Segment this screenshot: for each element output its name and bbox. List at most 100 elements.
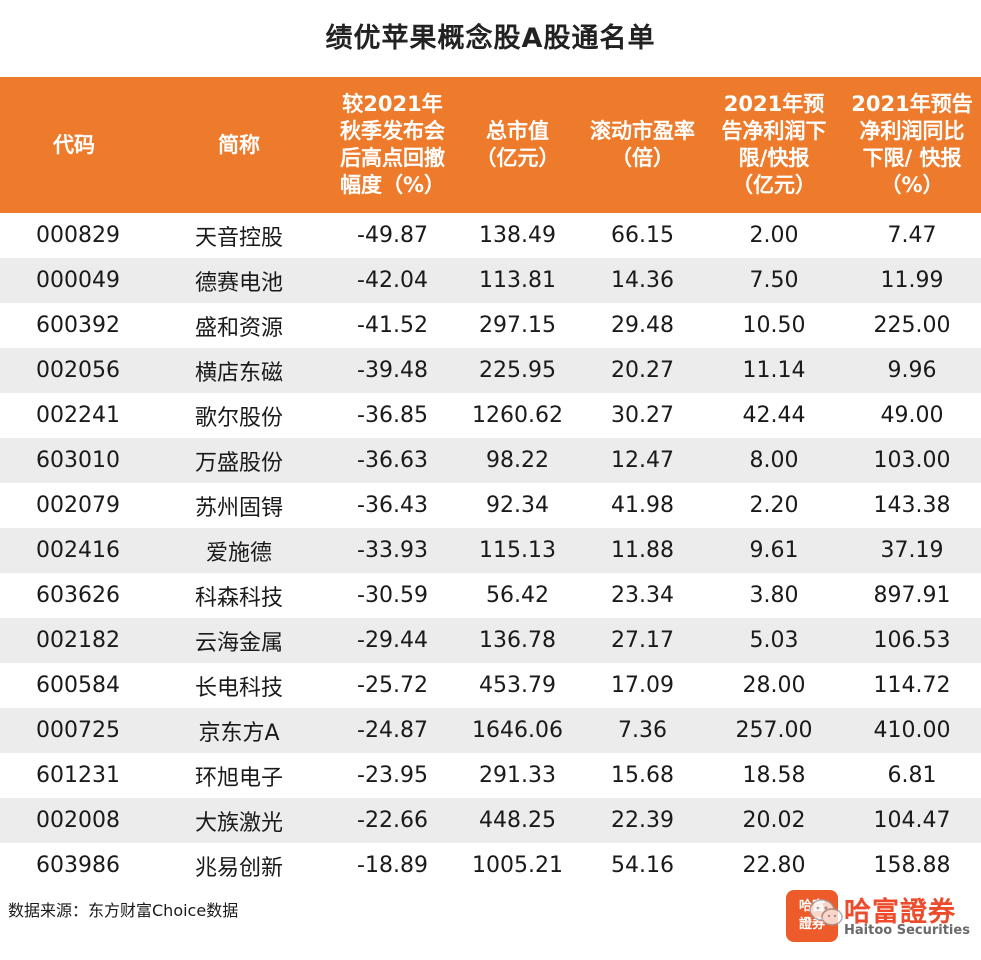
cell-short-name: 兆易创新 bbox=[194, 855, 283, 881]
logo-english-name: Haitoo Securities bbox=[844, 923, 970, 938]
cell-drawdown: -49.87 bbox=[357, 223, 428, 248]
cell-profit-yoy: 104.47 bbox=[843, 798, 981, 843]
cell-short-name: 苏州固锝 bbox=[194, 495, 283, 521]
cell-net-profit: 3.80 bbox=[749, 583, 799, 608]
cell-short-name: 万盛股份 bbox=[148, 438, 330, 483]
header-profit-yoy: 2021年预告 净利润同比 下限/ 快报 （%） bbox=[843, 77, 981, 213]
cell-drawdown: -30.59 bbox=[357, 583, 428, 608]
cell-drawdown: -33.93 bbox=[330, 528, 455, 573]
cell-pe-ttm: 66.15 bbox=[611, 223, 674, 248]
cell-pe-ttm: 29.48 bbox=[611, 313, 674, 338]
cell-code: 000829 bbox=[36, 223, 120, 248]
cell-drawdown: -18.89 bbox=[357, 853, 428, 878]
cell-drawdown: -22.66 bbox=[330, 798, 455, 843]
cell-code: 002008 bbox=[0, 798, 148, 843]
table-row: 603010 万盛股份 -36.63 98.22 12.47 8.00 103.00 bbox=[0, 438, 981, 483]
table-row: 603626 科森科技 -30.59 56.42 23.34 3.80 897.91 bbox=[0, 573, 981, 618]
cell-pe-ttm: 14.36 bbox=[580, 258, 705, 303]
cell-short-name: 京东方A bbox=[148, 708, 330, 753]
cell-pe-ttm: 22.39 bbox=[580, 798, 705, 843]
header-market-cap: 总市值 （亿元） bbox=[455, 77, 580, 213]
cell-market-cap: 448.25 bbox=[455, 798, 580, 843]
cell-net-profit: 7.50 bbox=[705, 258, 843, 303]
cell-market-cap: 115.13 bbox=[455, 528, 580, 573]
table-row: 002241 歌尔股份 -36.85 1260.62 30.27 42.44 49.00 bbox=[0, 393, 981, 438]
cell-pe-ttm: 27.17 bbox=[580, 618, 705, 663]
cell-drawdown: -25.72 bbox=[357, 673, 428, 698]
cell-code: 603010 bbox=[0, 438, 148, 483]
cell-profit-yoy: 7.47 bbox=[887, 223, 937, 248]
table-row: 002416 爱施德 -33.93 115.13 11.88 9.61 37.19 bbox=[0, 528, 981, 573]
cell-market-cap: 98.22 bbox=[455, 438, 580, 483]
table-row: 002008 大族激光 -22.66 448.25 22.39 20.02 104.47 bbox=[0, 798, 981, 843]
cell-profit-yoy: 143.38 bbox=[873, 493, 951, 518]
cell-code: 000049 bbox=[0, 258, 148, 303]
cell-profit-yoy: 6.81 bbox=[887, 763, 937, 788]
cell-drawdown: -24.87 bbox=[330, 708, 455, 753]
table-header: 代码 简称 较2021年 秋季发布会 后高点回撤 幅度（%） 总市值 （亿元） … bbox=[0, 77, 981, 213]
cell-short-name: 大族激光 bbox=[148, 798, 330, 843]
header-net-profit: 2021年预 告净利润下 限/快报 （亿元） bbox=[705, 77, 843, 213]
cell-profit-yoy: 103.00 bbox=[843, 438, 981, 483]
header-name: 简称 bbox=[148, 77, 330, 213]
cell-short-name: 德赛电池 bbox=[148, 258, 330, 303]
cell-code: 002416 bbox=[0, 528, 148, 573]
cell-drawdown: -39.48 bbox=[330, 348, 455, 393]
cell-pe-ttm: 15.68 bbox=[611, 763, 674, 788]
cell-short-name: 环旭电子 bbox=[194, 765, 283, 791]
cell-market-cap: 56.42 bbox=[486, 583, 549, 608]
cell-short-name: 歌尔股份 bbox=[194, 405, 283, 431]
logo-name: 哈富證券 bbox=[844, 897, 956, 928]
cell-profit-yoy: 37.19 bbox=[843, 528, 981, 573]
cell-market-cap: 1260.62 bbox=[472, 403, 563, 428]
cell-profit-yoy: 9.96 bbox=[843, 348, 981, 393]
cell-net-profit: 257.00 bbox=[705, 708, 843, 753]
cell-drawdown: -42.04 bbox=[330, 258, 455, 303]
cell-net-profit: 5.03 bbox=[705, 618, 843, 663]
logo-badge-line2: 證券 bbox=[798, 917, 825, 932]
cell-drawdown: -36.85 bbox=[357, 403, 428, 428]
cell-drawdown: -29.44 bbox=[330, 618, 455, 663]
table-row: 000049 德赛电池 -42.04 113.81 14.36 7.50 11.99 bbox=[0, 258, 981, 303]
cell-short-name: 长电科技 bbox=[194, 675, 283, 701]
cell-pe-ttm: 7.36 bbox=[580, 708, 705, 753]
table-row: 603986 兆易创新 -18.89 1005.21 54.16 22.80 158.88 bbox=[0, 843, 981, 888]
cell-pe-ttm: 54.16 bbox=[611, 853, 674, 878]
cell-profit-yoy: 225.00 bbox=[873, 313, 951, 338]
cell-market-cap: 1646.06 bbox=[455, 708, 580, 753]
table-row: 002056 横店东磁 -39.48 225.95 20.27 11.14 9.96 bbox=[0, 348, 981, 393]
data-source-note: 数据来源：东方财富Choice数据 bbox=[8, 901, 239, 920]
table-row: 000725 京东方A -24.87 1646.06 7.36 257.00 410.00 bbox=[0, 708, 981, 753]
cell-code: 600584 bbox=[36, 673, 120, 698]
cell-net-profit: 18.58 bbox=[742, 763, 806, 788]
stock-table: 代码 简称 较2021年 秋季发布会 后高点回撤 幅度（%） 总市值 （亿元） … bbox=[0, 77, 981, 888]
table-row: 601231 环旭电子 -23.95 291.33 15.68 18.58 6.81 bbox=[0, 753, 981, 798]
cell-market-cap: 138.49 bbox=[479, 223, 556, 248]
header-pe-ttm: 滚动市盈率 （倍） bbox=[580, 77, 705, 213]
cell-profit-yoy: 49.00 bbox=[880, 403, 944, 428]
cell-profit-yoy: 897.91 bbox=[873, 583, 951, 608]
cell-profit-yoy: 410.00 bbox=[843, 708, 981, 753]
cell-code: 603986 bbox=[36, 853, 120, 878]
cell-code: 002182 bbox=[0, 618, 148, 663]
cell-drawdown: -41.52 bbox=[357, 313, 428, 338]
header-drawdown: 较2021年 秋季发布会 后高点回撤 幅度（%） bbox=[330, 77, 455, 213]
cell-market-cap: 453.79 bbox=[479, 673, 556, 698]
table-row: 600392 盛和资源 -41.52 297.15 29.48 10.50 225.00 bbox=[0, 303, 981, 348]
cell-profit-yoy: 114.72 bbox=[873, 673, 951, 698]
cell-pe-ttm: 23.34 bbox=[611, 583, 674, 608]
cell-drawdown: -36.63 bbox=[330, 438, 455, 483]
cell-code: 000725 bbox=[0, 708, 148, 753]
cell-pe-ttm: 30.27 bbox=[611, 403, 674, 428]
cell-market-cap: 113.81 bbox=[455, 258, 580, 303]
wechat-watermark-icon bbox=[809, 899, 843, 926]
cell-short-name: 横店东磁 bbox=[148, 348, 330, 393]
cell-code: 603626 bbox=[36, 583, 120, 608]
cell-net-profit: 2.20 bbox=[749, 493, 799, 518]
cell-short-name: 天音控股 bbox=[194, 225, 283, 251]
cell-market-cap: 291.33 bbox=[479, 763, 556, 788]
cell-pe-ttm: 17.09 bbox=[611, 673, 674, 698]
cell-pe-ttm: 41.98 bbox=[611, 493, 674, 518]
cell-pe-ttm: 20.27 bbox=[580, 348, 705, 393]
table-row: 002182 云海金属 -29.44 136.78 27.17 5.03 106.53 bbox=[0, 618, 981, 663]
